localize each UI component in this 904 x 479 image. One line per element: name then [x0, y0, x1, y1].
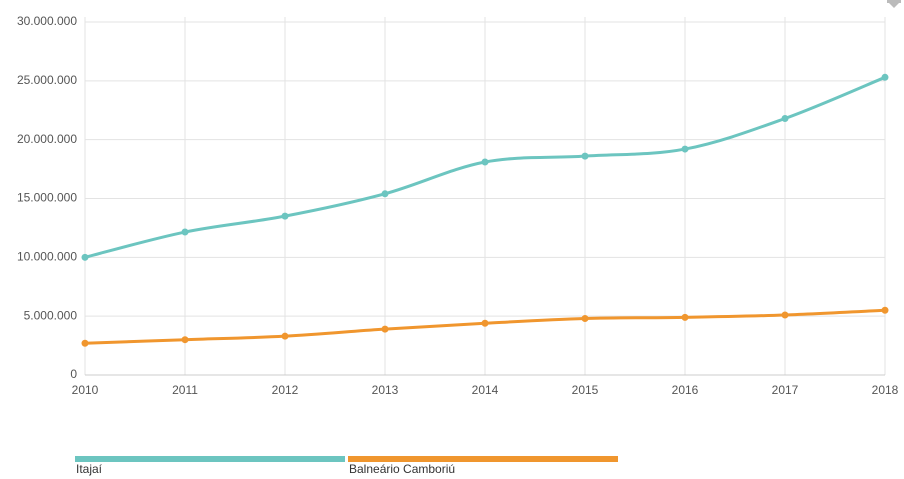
data-point	[581, 152, 589, 160]
x-tick-label: 2010	[72, 383, 99, 397]
data-point	[81, 339, 89, 347]
y-tick-label: 5.000.000	[24, 308, 78, 322]
data-point	[881, 306, 889, 314]
legend-swatch	[348, 456, 618, 462]
y-tick-label: 25.000.000	[17, 73, 77, 87]
y-tick-label: 0	[70, 367, 77, 381]
y-tick-label: 15.000.000	[17, 191, 77, 205]
x-tick-label: 2012	[272, 383, 299, 397]
data-point	[381, 190, 389, 198]
x-tick-label: 2016	[672, 383, 699, 397]
y-tick-label: 30.000.000	[17, 14, 77, 28]
y-tick-label: 20.000.000	[17, 132, 77, 146]
data-point	[281, 212, 289, 220]
icon-part[interactable]	[887, 0, 901, 3]
icon-part[interactable]	[889, 3, 899, 8]
data-point	[81, 253, 89, 261]
x-tick-label: 2013	[372, 383, 399, 397]
data-point	[581, 315, 589, 323]
data-point	[281, 332, 289, 340]
x-tick-label: 2011	[172, 383, 198, 397]
data-point	[181, 228, 189, 236]
x-tick-label: 2015	[572, 383, 599, 397]
download-icon[interactable]	[887, 0, 901, 8]
data-point	[481, 319, 489, 327]
legend-label: Balneário Camboriú	[349, 462, 455, 476]
legend-label: Itajaí	[76, 462, 103, 476]
data-point	[681, 145, 689, 153]
data-point	[481, 158, 489, 166]
legend-swatch	[75, 456, 345, 462]
y-tick-label: 10.000.000	[17, 250, 77, 264]
data-point	[381, 325, 389, 333]
x-tick-label: 2018	[872, 383, 899, 397]
x-tick-label: 2017	[772, 383, 799, 397]
data-point	[881, 73, 889, 81]
data-point	[681, 313, 689, 321]
x-tick-label: 2014	[472, 383, 499, 397]
data-point	[781, 114, 789, 122]
data-point	[781, 311, 789, 319]
data-point	[181, 336, 189, 344]
